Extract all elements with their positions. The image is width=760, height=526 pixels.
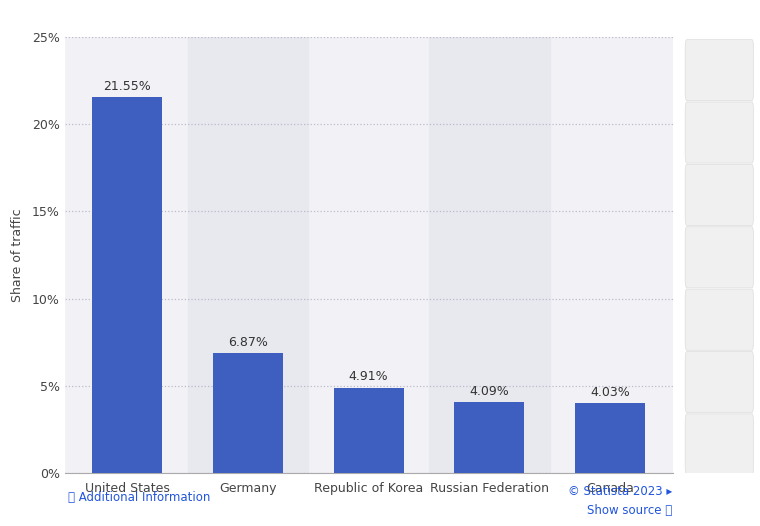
FancyBboxPatch shape (686, 289, 753, 350)
Text: 4.09%: 4.09% (470, 385, 509, 398)
Bar (92, 97, 162, 473)
FancyBboxPatch shape (686, 351, 753, 412)
Y-axis label: Share of traffic: Share of traffic (11, 208, 24, 302)
Bar (429, 37, 549, 473)
Bar (213, 353, 283, 473)
Text: Show source ⓘ: Show source ⓘ (587, 504, 673, 517)
Bar (334, 388, 404, 473)
Bar (454, 402, 524, 473)
Text: 4.03%: 4.03% (590, 386, 630, 399)
FancyBboxPatch shape (686, 39, 753, 101)
Text: 4.91%: 4.91% (349, 370, 388, 383)
Text: © Statista 2023 ▸: © Statista 2023 ▸ (568, 485, 673, 498)
FancyBboxPatch shape (686, 102, 753, 163)
FancyBboxPatch shape (686, 164, 753, 226)
Text: 21.55%: 21.55% (103, 80, 151, 93)
Text: 6.87%: 6.87% (228, 336, 268, 349)
FancyBboxPatch shape (686, 227, 753, 288)
Bar (188, 37, 309, 473)
FancyBboxPatch shape (686, 414, 753, 475)
Text: ⓘ Additional Information: ⓘ Additional Information (68, 491, 211, 503)
Bar (575, 403, 645, 473)
